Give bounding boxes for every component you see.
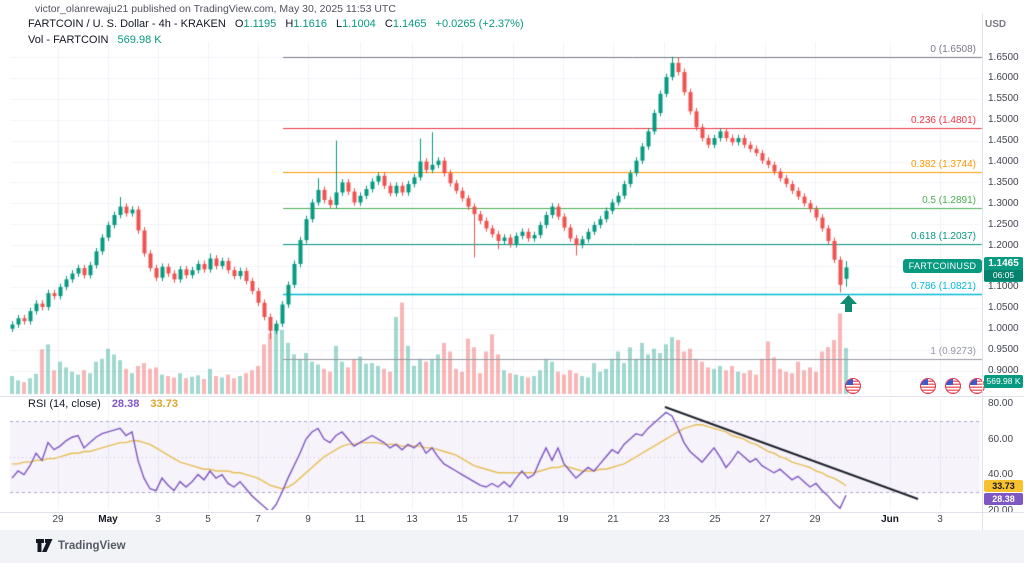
price-axis-label: 1.0500 bbox=[988, 302, 1019, 314]
price-axis-label: 1.1000 bbox=[988, 281, 1019, 293]
time-axis-label: 3 bbox=[937, 514, 943, 525]
fib-level-label: 0.382 (1.3744) bbox=[910, 159, 976, 171]
time-axis-label: 29 bbox=[809, 514, 821, 525]
rsi-axis-label: 60.00 bbox=[988, 433, 1014, 445]
buy-arrow-marker-icon bbox=[840, 295, 857, 312]
ohlc-open-key: O bbox=[234, 18, 244, 30]
fib-level-label: 0.618 (1.2037) bbox=[910, 230, 976, 242]
price-axis-label: 1.0000 bbox=[988, 323, 1019, 335]
symbol-title: FARTCOIN / U. S. Dollar - 4h - KRAKEN bbox=[28, 18, 226, 30]
currency-label: USD bbox=[985, 19, 1007, 30]
fib-level-label: 0.786 (1.0821) bbox=[910, 281, 976, 293]
flag-canton bbox=[970, 379, 977, 385]
us-flag-event-icon[interactable] bbox=[920, 378, 936, 394]
time-axis-label: 23 bbox=[658, 514, 670, 525]
rsi-ma-badge: 33.73 bbox=[984, 480, 1023, 492]
fib-level-label: 0.236 (1.4801) bbox=[910, 115, 976, 127]
time-axis-label: 27 bbox=[759, 514, 771, 525]
ohlc-high-value: 1.1616 bbox=[293, 18, 327, 30]
price-axis-label: 1.3500 bbox=[988, 176, 1019, 188]
ohlc-high-key: H bbox=[285, 18, 294, 30]
flag-canton bbox=[921, 379, 928, 385]
time-axis-label: 9 bbox=[305, 514, 311, 525]
volume-legend[interactable]: Vol - FARTCOIN 569.98 K bbox=[28, 34, 162, 46]
flag-canton bbox=[946, 379, 953, 385]
price-axis-label: 1.2500 bbox=[988, 218, 1019, 230]
time-axis-label: 25 bbox=[709, 514, 721, 525]
time-axis-label: 11 bbox=[354, 514, 366, 525]
rsi-axis-label: 40.00 bbox=[988, 469, 1014, 481]
price-scale-divider[interactable] bbox=[982, 14, 983, 530]
symbol-legend[interactable]: FARTCOIN / U. S. Dollar - 4h - KRAKEN O1… bbox=[28, 18, 524, 30]
time-axis-label: Jun bbox=[881, 514, 899, 525]
ohlc-open-value: 1.1195 bbox=[243, 18, 277, 30]
price-axis-label: 1.5500 bbox=[988, 93, 1019, 105]
ohlc-low-value: 1.1004 bbox=[342, 18, 376, 30]
time-axis-label: 15 bbox=[456, 514, 468, 525]
publish-info-bar: victor_olanrewaju21 published on Trading… bbox=[35, 3, 396, 15]
price-axis-label: 1.2000 bbox=[988, 239, 1019, 251]
time-axis-label: 19 bbox=[557, 514, 569, 525]
time-axis-label: 17 bbox=[507, 514, 519, 525]
candle-countdown: 06:05 bbox=[984, 270, 1023, 281]
time-axis-label: 5 bbox=[205, 514, 211, 525]
bottom-margin-strip bbox=[0, 530, 1024, 563]
fib-level-label: 0 (1.6508) bbox=[930, 43, 976, 55]
time-axis-label: 7 bbox=[255, 514, 261, 525]
flag-canton bbox=[846, 379, 853, 385]
fib-level-label: 0.5 (1.2891) bbox=[922, 194, 976, 206]
price-axis-label: 1.4000 bbox=[988, 156, 1019, 167]
price-axis-label: 1.4500 bbox=[988, 135, 1019, 147]
price-axis-label: 0.9000 bbox=[988, 365, 1019, 376]
time-axis-label: 21 bbox=[607, 514, 619, 525]
fib-level-label: 1 (0.9273) bbox=[930, 346, 976, 358]
time-axis-label: 13 bbox=[406, 514, 418, 525]
price-axis-label: 1.6500 bbox=[988, 51, 1019, 63]
rsi-value-badge: 28.38 bbox=[984, 493, 1023, 505]
ohlc-close-key: C bbox=[384, 18, 393, 30]
last-price-value: 1.1465 bbox=[988, 258, 1019, 269]
volume-axis-badge: 569.98 K bbox=[984, 375, 1023, 388]
rsi-axis-label: 20.00 bbox=[988, 504, 1014, 516]
tradingview-logo-icon bbox=[36, 539, 53, 552]
price-axis-label: 0.9500 bbox=[988, 344, 1019, 356]
price-badge-symbol: FARTCOINUSD bbox=[903, 259, 982, 273]
volume-label: Vol - FARTCOIN bbox=[28, 34, 109, 46]
us-flag-event-icon[interactable] bbox=[945, 378, 961, 394]
volume-value: 569.98 K bbox=[117, 34, 162, 46]
price-axis-label: 1.3000 bbox=[988, 197, 1019, 209]
rsi-ma-value: 33.73 bbox=[150, 398, 178, 410]
last-price-badge: 1.1465 06:05 bbox=[984, 257, 1023, 282]
time-axis-label: 29 bbox=[52, 514, 64, 525]
tradingview-logo[interactable]: TradingView bbox=[36, 538, 126, 553]
time-axis-divider bbox=[0, 512, 1024, 513]
price-change: +0.0265 (+2.37%) bbox=[435, 18, 524, 30]
tradingview-logo-text: TradingView bbox=[58, 539, 126, 552]
rsi-indicator-legend[interactable]: RSI (14, close) 28.38 33.73 bbox=[28, 398, 178, 410]
time-axis-label: May bbox=[98, 514, 118, 525]
rsi-value: 28.38 bbox=[111, 398, 140, 410]
ohlc-close-value: 1.1465 bbox=[392, 18, 427, 30]
us-flag-event-icon[interactable] bbox=[845, 378, 861, 394]
rsi-title: RSI (14, close) bbox=[28, 398, 101, 410]
rsi-axis-label: 80.00 bbox=[988, 398, 1014, 409]
price-axis-label: 1.6000 bbox=[988, 72, 1019, 84]
price-axis-label: 1.5000 bbox=[988, 114, 1019, 126]
time-axis-label: 3 bbox=[155, 514, 161, 525]
ohlc-low-key: L bbox=[336, 18, 343, 30]
pane-divider[interactable] bbox=[0, 396, 1024, 397]
